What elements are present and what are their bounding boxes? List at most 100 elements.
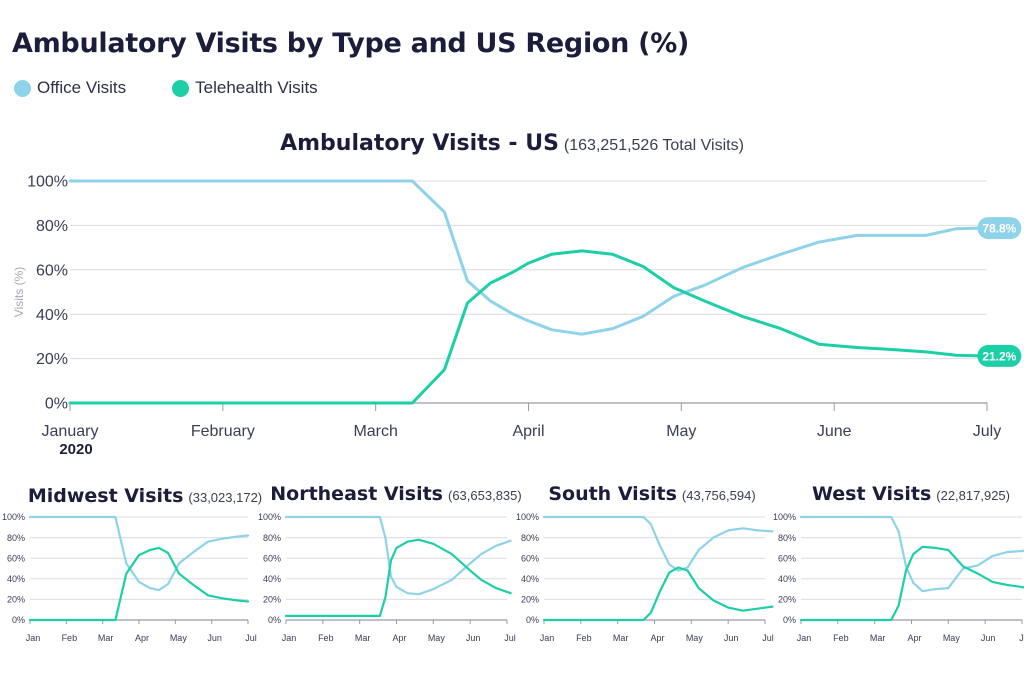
x-tick-label: Jul — [762, 633, 774, 643]
y-tick-label: 20% — [263, 595, 281, 605]
x-tick-label: Jun — [466, 633, 481, 643]
y-tick-label: 60% — [7, 553, 25, 563]
chart-title: South Visits (43,756,594) — [548, 483, 755, 505]
y-tick-label: 100% — [258, 512, 281, 522]
y-tick-label: 80% — [36, 218, 68, 235]
x-tick-label: Feb — [318, 633, 334, 643]
office-visits-swatch — [14, 79, 31, 97]
x-tick-label: Jun — [724, 633, 739, 643]
x-tick-label: May — [428, 633, 446, 643]
x-tick-label: April — [512, 423, 544, 440]
end-value-label: 21.2% — [982, 349, 1016, 363]
y-tick-label: 40% — [7, 574, 25, 584]
x-tick-label: May — [686, 633, 704, 643]
x-tick-label: Apr — [907, 633, 921, 643]
y-tick-label: 100% — [27, 174, 68, 191]
series-line-telehealth-visits — [542, 566, 774, 622]
end-value-label: 78.8% — [982, 222, 1016, 236]
end-label-pill — [977, 217, 1022, 240]
x-tick-label: Jun — [207, 633, 222, 643]
y-tick-label: 80% — [521, 533, 539, 543]
series-line-telehealth-visits — [28, 546, 250, 622]
x-tick-label: Mar — [98, 633, 114, 643]
legend: Office Visits Telehealth Visits — [14, 78, 364, 98]
x-tick-label: Jan — [26, 633, 41, 643]
x-tick-label: Feb — [62, 633, 78, 643]
y-tick-label: 60% — [36, 262, 68, 279]
x-tick-label: June — [817, 423, 852, 440]
x-tick-label: Feb — [833, 633, 849, 643]
y-tick-label: 60% — [521, 553, 539, 563]
x-tick-label: Jun — [981, 633, 996, 643]
y-tick-label: 60% — [778, 553, 796, 563]
y-tick-label: 0% — [268, 615, 281, 625]
x-tick-label: March — [353, 423, 397, 440]
y-tick-label: 100% — [516, 512, 539, 522]
chart-northeast-visits: Northeast Visits (63,653,835) 100% 80% 60% 40… — [258, 483, 522, 643]
series-line-telehealth-visits — [284, 538, 512, 618]
telehealth-visits-swatch — [172, 79, 190, 97]
legend-item-office-visits[interactable]: Office Visits — [14, 78, 126, 98]
chart-title: West Visits (22,817,925) — [812, 483, 1010, 505]
y-tick-label: 40% — [521, 574, 539, 584]
y-tick-label: 80% — [263, 533, 281, 543]
x-tick-label: May — [943, 633, 961, 643]
legend-label: Telehealth Visits — [195, 78, 318, 97]
chart-title-text: Northeast Visits — [270, 483, 443, 505]
y-tick-label: 40% — [778, 574, 796, 584]
x-tick-label: Jul — [504, 633, 516, 643]
legend-label: Office Visits — [37, 78, 127, 97]
x-tick-label: February — [191, 423, 255, 440]
y-tick-label: 40% — [36, 307, 68, 324]
y-tick-label: 80% — [778, 533, 796, 543]
y-tick-label: 40% — [263, 574, 281, 584]
x-tick-label: Mar — [870, 633, 886, 643]
x-tick-label: Jan — [282, 633, 297, 643]
chart-subtitle: (163,251,526 Total Visits) — [564, 137, 744, 154]
y-tick-label: 0% — [45, 396, 68, 413]
chart-west-visits: West Visits (22,817,925) 100% 80% 60% 40% 20% 0… — [773, 483, 1024, 643]
chart-title-text: Ambulatory Visits - US — [280, 131, 559, 156]
chart-subtitle: (63,653,835) — [448, 488, 522, 503]
x-tick-label: Apr — [392, 633, 406, 643]
series-line-telehealth-visits — [68, 249, 981, 405]
x-tick-label: Jul — [245, 633, 257, 643]
y-tick-label: 20% — [778, 595, 796, 605]
chart-title: Ambulatory Visits - US (163,251,526 Total… — [280, 131, 744, 156]
page-title: Ambulatory Visits by Type and US Region … — [12, 28, 690, 59]
chart-ambulatory-visits-us: Ambulatory Visits - US (163,251,526 Total… — [12, 131, 1022, 458]
series-line-office-visits — [542, 515, 774, 572]
x-tick-label: Feb — [576, 633, 592, 643]
y-tick-label: 0% — [526, 615, 539, 625]
y-tick-label: 100% — [2, 512, 25, 522]
chart-title-text: South Visits — [548, 483, 677, 505]
chart-subtitle: (33,023,172) — [188, 490, 262, 505]
x-tick-label: Mar — [355, 633, 371, 643]
y-tick-label: 20% — [7, 595, 25, 605]
series-line-office-visits — [68, 179, 981, 336]
y-tick-label: 20% — [36, 351, 68, 368]
series-line-office-visits — [28, 515, 250, 592]
chart-title: Northeast Visits (63,653,835) — [270, 483, 521, 505]
chart-subtitle: (22,817,925) — [936, 488, 1010, 503]
y-tick-label: 0% — [783, 615, 796, 625]
x-tick-label: January — [42, 423, 99, 440]
y-tick-label: 20% — [521, 595, 539, 605]
legend-item-telehealth-visits[interactable]: Telehealth Visits — [172, 78, 318, 98]
x-tick-label: Jul — [1019, 633, 1024, 643]
y-tick-label: 0% — [12, 615, 25, 625]
chart-south-visits: South Visits (43,756,594) 100% 80% 60% 40% 20%… — [516, 483, 774, 643]
end-label-pill — [977, 344, 1022, 367]
chart-subtitle: (43,756,594) — [682, 488, 756, 503]
series-line-telehealth-visits — [799, 545, 1024, 622]
series-line-office-visits — [799, 515, 1024, 593]
x-tick-label: July — [973, 423, 1001, 440]
x-tick-label: May — [666, 423, 696, 440]
x-tick-label: Mar — [613, 633, 629, 643]
x-tick-label: Apr — [650, 633, 664, 643]
y-tick-label: 100% — [773, 512, 796, 522]
chart-title-text: West Visits — [812, 483, 931, 505]
x-tick-sublabel-year: 2020 — [59, 441, 92, 458]
x-tick-label: May — [170, 633, 188, 643]
